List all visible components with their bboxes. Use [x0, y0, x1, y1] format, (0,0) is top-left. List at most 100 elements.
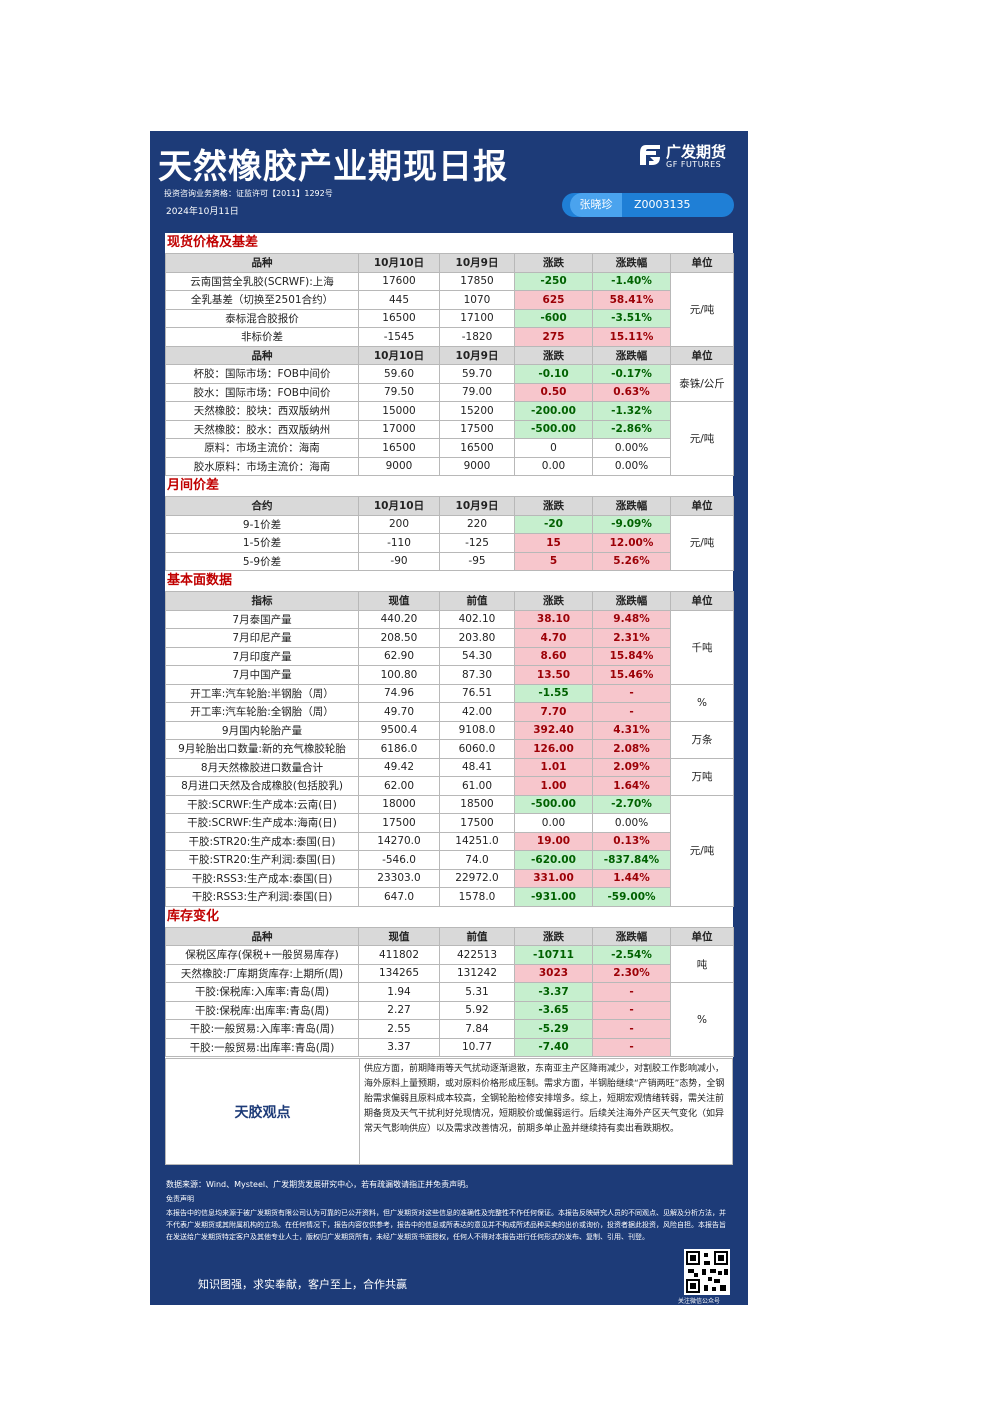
unit-cell: 元/吨 [670, 514, 734, 571]
cell: 原料：市场主流价：海南 [165, 438, 359, 458]
cell: 17500 [358, 813, 440, 833]
motto: 知识图强，求实奉献，客户至上，合作共赢 [198, 1278, 407, 1291]
cell: 134265 [358, 963, 440, 983]
cell: 59.60 [358, 364, 440, 384]
cell: 59.70 [439, 364, 515, 384]
section-title: 库存变化 [167, 908, 220, 924]
cell: 15000 [358, 401, 440, 421]
cell: -546.0 [358, 850, 440, 870]
cell: - [592, 1019, 671, 1039]
cell: -1.40% [592, 271, 671, 291]
cell: 208.50 [358, 628, 440, 648]
cell: 干胶:SCRWF:生产成本:云南(日) [165, 794, 359, 814]
column-header: 10月10日 [358, 253, 440, 273]
cell: 5-9价差 [165, 551, 359, 571]
column-header: 品种 [165, 926, 359, 946]
cell: 15200 [439, 401, 515, 421]
cell: -59.00% [592, 887, 671, 907]
cell: 126.00 [514, 739, 593, 759]
cell: 非标价差 [165, 327, 359, 347]
cell: -837.84% [592, 850, 671, 870]
table-row: 9月国内轮胎产量 9500.4 9108.0 392.40 4.31% 万条 [165, 720, 734, 759]
cell: 17500 [439, 419, 515, 439]
column-header: 10月9日 [439, 496, 515, 516]
cell: -1820 [439, 327, 515, 347]
cell: 泰标混合胶报价 [165, 308, 359, 328]
column-header: 10月9日 [439, 253, 515, 273]
table-row: 7月泰国产量 440.20 402.10 38.10 9.48% 千吨 [165, 609, 734, 685]
column-header: 单位 [670, 345, 734, 365]
cell: 17850 [439, 271, 515, 291]
cell: 干胶:一般贸易:出库率:青岛(周) [165, 1037, 359, 1057]
header-row: 合约 10月10日 10月9日 涨跌 涨跌幅 单位 [165, 496, 734, 516]
cell: 7.70 [514, 702, 593, 722]
column-header: 现值 [358, 926, 440, 946]
cell: -3.51% [592, 308, 671, 328]
cell: 0.00% [592, 456, 671, 476]
column-header: 10月10日 [358, 345, 440, 365]
cell: 22972.0 [439, 868, 515, 888]
unit-cell: 吨 [670, 945, 734, 983]
table-row: 7月印度产量 62.90 54.30 8.60 15.84% [165, 646, 734, 666]
cell: 625 [514, 290, 593, 310]
table-row: 胶水：国际市场：FOB中间价 79.50 79.00 0.50 0.63% [165, 382, 734, 402]
cell: 48.41 [439, 757, 515, 777]
analyst-name: 张晓珍 [570, 193, 622, 217]
cell: 干胶:保税库:入库率:青岛(周) [165, 982, 359, 1002]
cell: 440.20 [358, 609, 440, 629]
cell: 7月印尼产量 [165, 628, 359, 648]
cell: -5.29 [514, 1019, 593, 1039]
disclaimer-title: 免责声明 [166, 1195, 194, 1203]
unit-cell: 元/吨 [670, 794, 734, 907]
cell: 0 [514, 438, 593, 458]
cell: -3.65 [514, 1000, 593, 1020]
cell: 18000 [358, 794, 440, 814]
cell: 61.00 [439, 776, 515, 796]
cell: 3023 [514, 963, 593, 983]
table-row: 泰标混合胶报价 16500 17100 -600 -3.51% [165, 308, 734, 328]
cell: 1.94 [358, 982, 440, 1002]
cell: 15.84% [592, 646, 671, 666]
cell: -125 [439, 533, 515, 553]
column-header: 涨跌 [514, 591, 593, 611]
cell: 0.13% [592, 831, 671, 851]
cell: -250 [514, 271, 593, 291]
cell: 开工率:汽车轮胎:全钢胎（周） [165, 702, 359, 722]
cell: 17100 [439, 308, 515, 328]
cell: 62.00 [358, 776, 440, 796]
cell: -3.37 [514, 982, 593, 1002]
report: 天然橡胶产业期现日报 广发期货 GF FUTURES 投资咨询业务资格：证监许可… [150, 131, 748, 1305]
cell: -931.00 [514, 887, 593, 907]
qr-code [684, 1249, 730, 1295]
column-header: 品种 [165, 253, 359, 273]
cell: 2.08% [592, 739, 671, 759]
column-header: 前值 [439, 926, 515, 946]
column-header: 涨跌 [514, 345, 593, 365]
unit-cell: 万条 [670, 720, 734, 759]
cell: 10.77 [439, 1037, 515, 1057]
cell: -600 [514, 308, 593, 328]
cell: 411802 [358, 945, 440, 965]
cell: 79.50 [358, 382, 440, 402]
cell: 2.31% [592, 628, 671, 648]
column-header: 指标 [165, 591, 359, 611]
column-header: 前值 [439, 591, 515, 611]
cell: 胶水原料：市场主流价：海南 [165, 456, 359, 476]
cell: 14270.0 [358, 831, 440, 851]
table-body: 品种 现值 前值 涨跌 涨跌幅 单位 保税区库存(保税+一般贸易库存) 411802 42251… [165, 926, 734, 1057]
cell: 开工率:汽车轮胎:半钢胎（周） [165, 683, 359, 703]
cell: 1.44% [592, 868, 671, 888]
cell: 87.30 [439, 665, 515, 685]
cell: - [592, 982, 671, 1002]
cell: 干胶:一般贸易:入库率:青岛(周) [165, 1019, 359, 1039]
logo-en: GF FUTURES [666, 160, 722, 169]
column-header: 单位 [670, 496, 734, 516]
unit-cell: % [670, 982, 734, 1057]
cell: 9-1价差 [165, 514, 359, 534]
cell: 76.51 [439, 683, 515, 703]
analyst: 张晓珍 Z0003135 [562, 193, 734, 217]
table-row: 干胶:RSS3:生产利润:泰国(日) 647.0 1578.0 -931.00 -59.… [165, 887, 734, 907]
cell: -95 [439, 551, 515, 571]
viewpoint-text: 供应方面，前期降雨等天气扰动逐渐退散，东南亚主产区降雨减少，对割胶工作影响减小，… [364, 1064, 725, 1134]
disclaimer: 本报告中的信息均来源于被广发期货有限公司认为可靠的已公开资料，但广发期货对这些信… [166, 1209, 726, 1241]
